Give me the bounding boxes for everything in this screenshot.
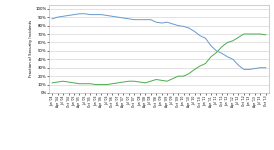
ANSF-only	[127, 80, 130, 82]
ISAF Involved	[226, 56, 229, 58]
ISAF Involved	[264, 67, 267, 69]
ANSF-only	[171, 78, 174, 80]
ANSF-only	[253, 33, 256, 35]
ISAF Involved	[105, 15, 109, 16]
ISAF Involved	[160, 22, 163, 24]
ISAF Involved	[83, 13, 87, 15]
ANSF-only	[56, 81, 59, 83]
ANSF-only	[149, 80, 152, 82]
ANSF-only	[182, 75, 185, 77]
ISAF Involved	[220, 52, 224, 54]
ANSF-only	[133, 80, 136, 82]
ISAF Involved	[72, 14, 76, 15]
ISAF Involved	[56, 16, 59, 18]
ISAF Involved	[116, 16, 119, 18]
ANSF-only	[94, 84, 98, 85]
ANSF-only	[165, 80, 169, 82]
ANSF-only	[204, 63, 207, 64]
ANSF-only	[264, 34, 267, 36]
ANSF-only	[72, 82, 76, 84]
ISAF Involved	[67, 15, 70, 16]
ANSF-only	[231, 40, 235, 42]
ISAF Involved	[209, 45, 213, 47]
ISAF Involved	[231, 58, 235, 60]
ISAF Involved	[122, 17, 125, 19]
ANSF-only	[122, 81, 125, 83]
ISAF Involved	[138, 19, 141, 21]
ISAF Involved	[198, 35, 202, 37]
ANSF-only	[105, 84, 109, 85]
ANSF-only	[237, 36, 240, 38]
ANSF-only	[160, 80, 163, 81]
ANSF-only	[209, 56, 213, 58]
ISAF Involved	[111, 15, 114, 17]
ISAF Involved	[237, 64, 240, 66]
ANSF-only	[176, 75, 180, 77]
ANSF-only	[78, 83, 81, 85]
ISAF Involved	[215, 50, 218, 52]
ISAF Involved	[50, 18, 54, 20]
ANSF-only	[193, 69, 196, 70]
ANSF-only	[187, 73, 191, 75]
ANSF-only	[155, 79, 158, 80]
ISAF Involved	[204, 37, 207, 39]
ANSF-only	[226, 42, 229, 43]
ISAF Involved	[248, 69, 251, 70]
ISAF Involved	[61, 15, 65, 17]
ANSF-only	[111, 83, 114, 85]
ISAF Involved	[187, 27, 191, 29]
ISAF Involved	[94, 14, 98, 15]
ANSF-only	[67, 81, 70, 83]
ISAF Involved	[78, 13, 81, 15]
ISAF Involved	[193, 31, 196, 32]
ISAF Involved	[144, 19, 147, 21]
ISAF Involved	[149, 19, 152, 21]
ISAF Involved	[242, 69, 246, 70]
ANSF-only	[198, 65, 202, 67]
ANSF-only	[220, 46, 224, 48]
ISAF Involved	[89, 14, 92, 15]
ANSF-only	[83, 83, 87, 85]
ANSF-only	[242, 33, 246, 35]
ISAF Involved	[171, 23, 174, 25]
ANSF-only	[50, 82, 54, 84]
ISAF Involved	[100, 14, 103, 15]
ANSF-only	[89, 83, 92, 85]
ISAF Involved	[182, 26, 185, 27]
ISAF Involved	[259, 67, 262, 69]
Y-axis label: Fraction of Security Incidents: Fraction of Security Incidents	[29, 20, 33, 77]
ISAF Involved	[165, 21, 169, 23]
ANSF-only	[61, 80, 65, 82]
ISAF Involved	[127, 18, 130, 20]
ANSF-only	[138, 81, 141, 83]
ISAF Involved	[155, 21, 158, 23]
Line: ANSF-only: ANSF-only	[52, 34, 266, 85]
ISAF Involved	[133, 19, 136, 21]
ANSF-only	[116, 82, 119, 84]
ANSF-only	[100, 84, 103, 85]
ANSF-only	[248, 33, 251, 35]
ANSF-only	[144, 82, 147, 84]
ANSF-only	[215, 52, 218, 53]
ISAF Involved	[176, 25, 180, 26]
ISAF Involved	[253, 68, 256, 69]
ANSF-only	[259, 33, 262, 35]
Line: ISAF Involved: ISAF Involved	[52, 14, 266, 69]
